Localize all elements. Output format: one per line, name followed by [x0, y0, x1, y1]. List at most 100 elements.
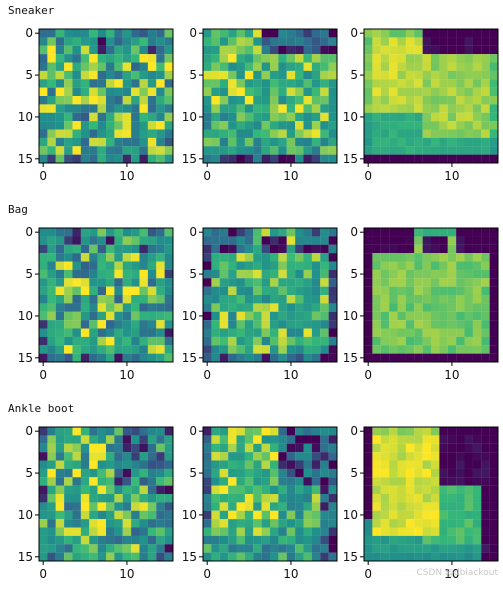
- heatmap-cell: [278, 129, 287, 138]
- heatmap-cell: [80, 121, 90, 130]
- heatmap-cell: [72, 79, 81, 88]
- heatmap-cell: [447, 87, 457, 97]
- heatmap-cell: [156, 427, 165, 436]
- heatmap-cell: [253, 353, 262, 363]
- heatmap-cell: [422, 70, 432, 80]
- heatmap-cell: [39, 146, 48, 155]
- heatmap-cell: [270, 435, 279, 444]
- heatmap-cell: [72, 535, 81, 545]
- heatmap-cell: [236, 286, 245, 296]
- heatmap-cell: [311, 253, 321, 262]
- heatmap-cell: [122, 477, 132, 486]
- heatmap-cell: [39, 137, 48, 147]
- heatmap-cell: [439, 295, 448, 304]
- heatmap-cell: [405, 494, 415, 503]
- heatmap-cell: [164, 427, 174, 436]
- heatmap-cell: [64, 519, 73, 528]
- heatmap-cell: [439, 129, 448, 138]
- heatmap-cell: [203, 552, 212, 562]
- heatmap-cell: [414, 544, 423, 553]
- heatmap-cell: [236, 535, 245, 545]
- heatmap-cell: [303, 37, 312, 46]
- x-tick-label: 10: [283, 169, 298, 183]
- heatmap-cell: [139, 535, 148, 545]
- heatmap-cell: [472, 96, 482, 105]
- heatmap-cell: [72, 345, 81, 354]
- heatmap-cell: [439, 137, 448, 147]
- heatmap-cell: [489, 353, 499, 363]
- heatmap-cell: [236, 345, 245, 354]
- heatmap-cell: [80, 552, 90, 562]
- heatmap-cell: [405, 45, 415, 55]
- heatmap-cell: [253, 494, 262, 503]
- heatmap-cell: [139, 552, 148, 562]
- heatmap-cell: [219, 137, 229, 147]
- heatmap-cell: [422, 228, 432, 237]
- heatmap-cell: [303, 328, 312, 337]
- heatmap-cell: [47, 460, 56, 469]
- heatmap-cell: [364, 286, 373, 296]
- heatmap-cell: [122, 295, 132, 304]
- heatmap-cell: [311, 435, 321, 444]
- heatmap-cell: [122, 253, 132, 262]
- heatmap-cell: [64, 353, 73, 363]
- heatmap-cell: [122, 519, 132, 528]
- heatmap-cell: [405, 427, 415, 436]
- heatmap-cell: [397, 286, 406, 296]
- heatmap-cell: [481, 37, 490, 46]
- heatmap-cell: [147, 443, 157, 453]
- heatmap-cell: [244, 228, 254, 237]
- heatmap-cell: [278, 460, 287, 469]
- heatmap-cell: [236, 269, 245, 279]
- heatmap-cell: [328, 228, 338, 237]
- heatmap-cell: [147, 468, 157, 478]
- heatmap-cell: [464, 527, 473, 536]
- heatmap-cell: [253, 137, 262, 147]
- heatmap-cell: [203, 443, 212, 453]
- heatmap-cell: [89, 112, 98, 122]
- heatmap-cell: [203, 510, 212, 520]
- heatmap-cell: [311, 87, 321, 97]
- heatmap-cell: [147, 112, 157, 122]
- heatmap-cell: [203, 320, 212, 329]
- heatmap-cell: [228, 435, 237, 444]
- heatmap-cell: [456, 427, 465, 436]
- heatmap-cell: [311, 303, 321, 312]
- heatmap-cell: [219, 70, 229, 80]
- heatmap-cell: [244, 96, 254, 105]
- heatmap-cell: [97, 519, 107, 528]
- heatmap-cell: [320, 112, 329, 122]
- heatmap-cell: [472, 452, 482, 461]
- heatmap-cell: [456, 54, 465, 63]
- heatmap-cell: [320, 460, 329, 469]
- heatmap-cell: [389, 443, 398, 453]
- heatmap-cell: [80, 54, 90, 63]
- heatmap-cell: [431, 278, 440, 287]
- heatmap-cell: [270, 104, 279, 113]
- heatmap-cell: [39, 477, 48, 486]
- heatmap-cell: [278, 253, 287, 262]
- heatmap-cell: [303, 96, 312, 105]
- heatmap-cell: [80, 261, 90, 270]
- x-tick-label: 10: [119, 169, 134, 183]
- heatmap-cell: [80, 286, 90, 296]
- heatmap-cell: [244, 353, 254, 363]
- heatmap-cell: [397, 54, 406, 63]
- heatmap-cell: [139, 104, 148, 113]
- heatmap-cell: [244, 112, 254, 122]
- heatmap-cell: [228, 460, 237, 469]
- heatmap-cell: [364, 104, 373, 113]
- heatmap-cell: [55, 112, 65, 122]
- heatmap-cell: [147, 477, 157, 486]
- heatmap-cell: [439, 62, 448, 71]
- heatmap-cell: [414, 278, 423, 287]
- heatmap-cell: [389, 510, 398, 520]
- heatmap-cell: [464, 54, 473, 63]
- heatmap-cell: [397, 137, 406, 147]
- heatmap-cell: [372, 261, 381, 270]
- heatmap-cell: [55, 278, 65, 287]
- heatmap-cell: [228, 345, 237, 354]
- heatmap-cell: [261, 435, 271, 444]
- heatmap-cell: [211, 435, 220, 444]
